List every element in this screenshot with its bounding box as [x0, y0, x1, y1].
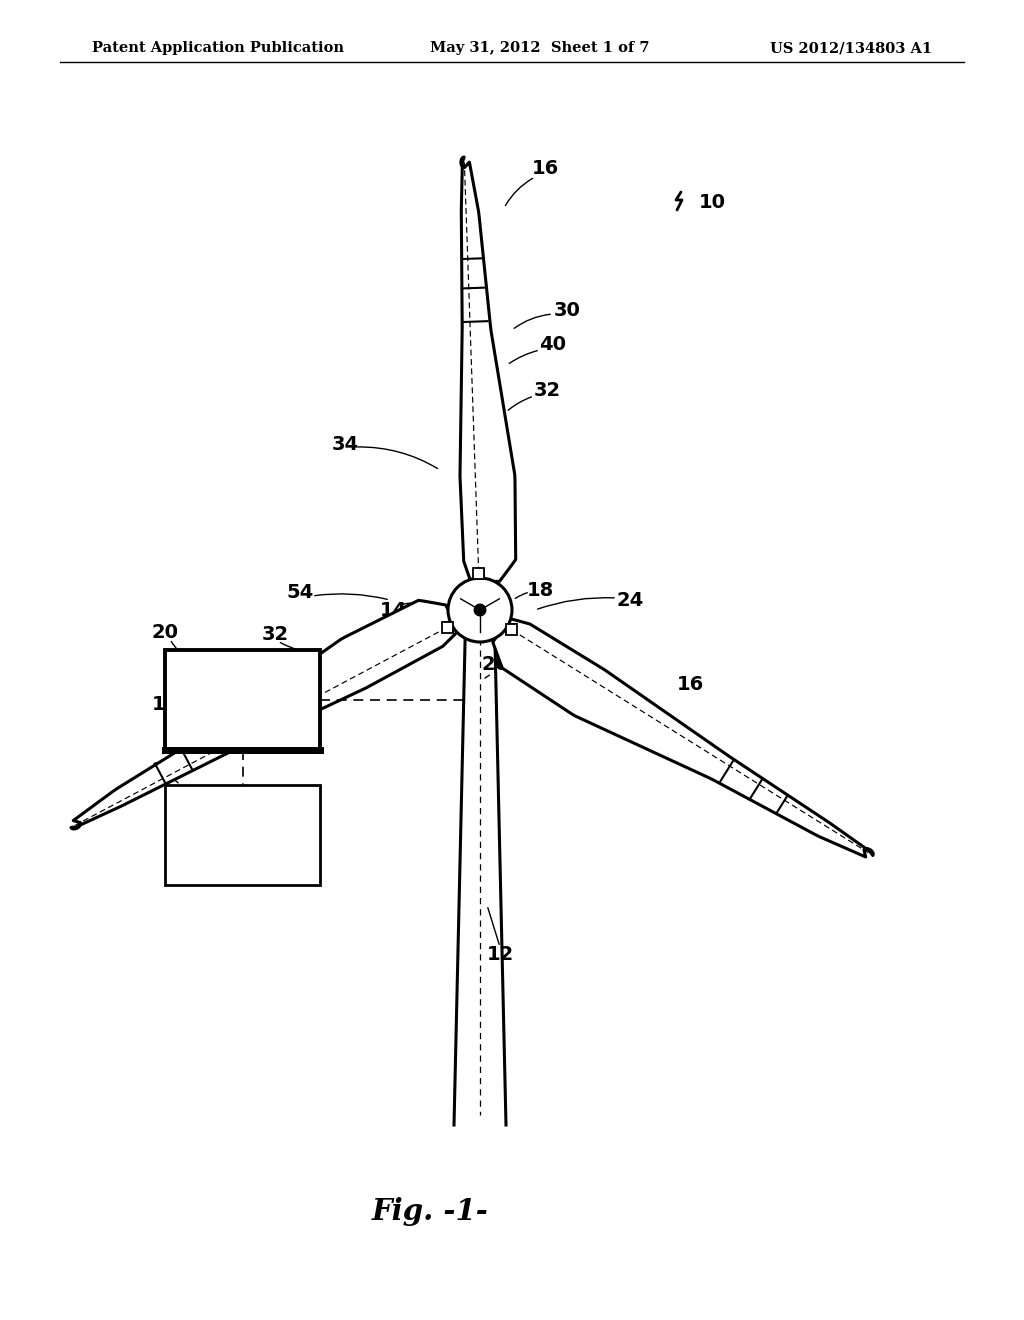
Text: Patent Application Publication: Patent Application Publication	[92, 41, 344, 55]
Text: 40: 40	[606, 713, 634, 731]
Circle shape	[474, 605, 485, 615]
Text: 32: 32	[571, 685, 599, 705]
Text: May 31, 2012  Sheet 1 of 7: May 31, 2012 Sheet 1 of 7	[430, 41, 649, 55]
Text: 54: 54	[287, 582, 313, 602]
Text: Fig. -1-: Fig. -1-	[372, 1197, 488, 1226]
Text: 32: 32	[261, 626, 289, 644]
Bar	[443, 622, 454, 632]
Text: 18: 18	[526, 581, 554, 599]
Circle shape	[449, 578, 512, 642]
Bar	[474, 569, 483, 579]
Text: 22: 22	[152, 760, 178, 780]
Text: 24: 24	[616, 590, 644, 610]
Polygon shape	[454, 601, 506, 1125]
Bar	[506, 624, 515, 634]
Bar	[441, 622, 453, 632]
Polygon shape	[71, 601, 459, 829]
Text: 32: 32	[534, 380, 560, 400]
Polygon shape	[493, 618, 873, 857]
Text: 20: 20	[152, 623, 178, 642]
Bar	[165, 785, 319, 884]
Text: 14: 14	[379, 601, 407, 619]
Bar	[165, 649, 319, 750]
Text: 40: 40	[239, 660, 265, 678]
Text: 16: 16	[677, 676, 703, 694]
Bar	[506, 624, 517, 635]
Polygon shape	[460, 157, 516, 582]
Text: 26: 26	[481, 656, 509, 675]
Bar	[473, 568, 484, 578]
Text: 34: 34	[332, 436, 358, 454]
Text: 40: 40	[540, 335, 566, 355]
Text: US 2012/134803 A1: US 2012/134803 A1	[770, 41, 932, 55]
Text: 30: 30	[554, 301, 581, 319]
Text: 10: 10	[698, 193, 725, 211]
Text: 16: 16	[152, 696, 178, 714]
Text: 16: 16	[531, 158, 559, 177]
Text: 12: 12	[486, 945, 514, 965]
